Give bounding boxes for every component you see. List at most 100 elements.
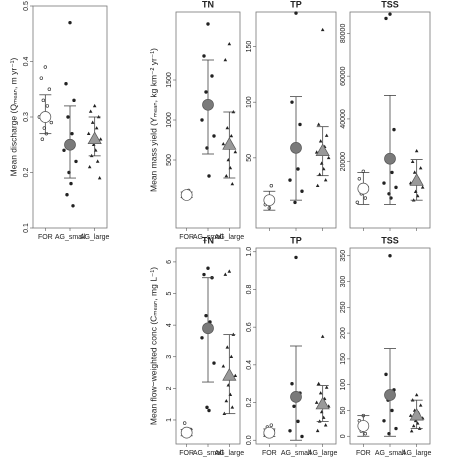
- data-point: [97, 176, 102, 180]
- y-tick-label: 150: [340, 353, 347, 365]
- mean-marker: [202, 322, 214, 335]
- data-point: [388, 12, 392, 16]
- mean-marker: [290, 141, 302, 154]
- mean-marker: [39, 111, 52, 123]
- mean-marker: [263, 194, 276, 207]
- data-point: [98, 137, 103, 141]
- mean-marker: [384, 389, 396, 401]
- data-point: [300, 434, 304, 439]
- x-tick-label: AG_small: [193, 234, 224, 241]
- y-tick-label: 100: [246, 96, 253, 108]
- y-tick-label: 0.2: [23, 168, 30, 178]
- data-point: [207, 174, 211, 178]
- data-point: [206, 266, 210, 270]
- data-point: [410, 159, 415, 164]
- data-point: [323, 178, 328, 182]
- data-point: [70, 131, 74, 136]
- data-point: [316, 122, 321, 126]
- panel-title: TSS: [381, 235, 399, 245]
- data-point: [49, 120, 54, 125]
- data-point: [323, 423, 328, 427]
- y-tick-label: 1: [166, 418, 173, 422]
- data-point: [414, 393, 419, 397]
- data-point: [88, 109, 93, 113]
- data-point: [41, 98, 46, 103]
- y-tick-label: 1500: [166, 72, 173, 88]
- data-point: [315, 183, 320, 187]
- x-tick-label: AG_large: [402, 450, 432, 457]
- mean-marker: [64, 138, 76, 151]
- y-tick-label: 80000: [340, 24, 347, 44]
- data-point: [233, 150, 238, 154]
- mean-marker: [290, 391, 302, 403]
- data-point: [290, 381, 294, 386]
- data-point: [206, 22, 210, 26]
- data-point: [317, 172, 322, 176]
- data-point: [288, 429, 292, 433]
- mean-marker: [409, 173, 424, 186]
- data-point: [207, 408, 211, 413]
- data-point: [200, 118, 204, 122]
- x-tick-label: AG_large: [80, 234, 110, 241]
- x-tick-label: AG_small: [281, 450, 312, 457]
- data-point: [94, 126, 99, 130]
- data-point: [315, 428, 320, 433]
- y-tick-label: 1000: [166, 112, 173, 128]
- data-point: [388, 254, 392, 258]
- y-axis-label: Mean flow−weighted conc (Cₘₑₐₙ, mg L⁻¹): [148, 267, 158, 425]
- data-point: [221, 364, 226, 368]
- mean-marker: [384, 152, 396, 165]
- data-point: [294, 255, 298, 260]
- data-point: [202, 272, 206, 277]
- data-point: [363, 431, 368, 436]
- data-point: [92, 103, 97, 108]
- data-point: [212, 361, 216, 365]
- data-point: [39, 76, 44, 80]
- y-tick-label: 300: [340, 276, 347, 288]
- data-point: [43, 65, 48, 69]
- data-point: [382, 181, 386, 185]
- data-point: [390, 170, 394, 175]
- data-point: [414, 149, 419, 153]
- y-tick-label: 5: [166, 291, 173, 295]
- data-point: [223, 58, 228, 62]
- x-tick-label: FOR: [38, 234, 53, 241]
- data-point: [66, 115, 70, 119]
- data-point: [384, 372, 388, 377]
- x-tick-label: FOR: [179, 450, 194, 457]
- mean-marker: [409, 407, 424, 421]
- y-tick-label: 1.0: [246, 247, 253, 257]
- data-point: [314, 400, 319, 404]
- data-point: [233, 373, 238, 378]
- mean-marker: [263, 426, 276, 439]
- data-point: [200, 336, 204, 340]
- data-point: [205, 405, 209, 410]
- y-tick-label: 0.6: [246, 322, 253, 332]
- data-point: [225, 126, 230, 130]
- data-point: [229, 134, 234, 138]
- data-point: [320, 334, 325, 338]
- data-point: [223, 272, 228, 276]
- y-tick-label: 500: [166, 154, 173, 166]
- data-point: [384, 16, 388, 21]
- data-point: [296, 167, 300, 171]
- data-point: [357, 177, 362, 181]
- data-point: [318, 139, 323, 143]
- data-point: [90, 120, 95, 124]
- mean-marker: [315, 396, 330, 410]
- mean-marker: [357, 182, 370, 195]
- y-tick-label: 0.0: [246, 435, 253, 445]
- data-point: [224, 174, 229, 178]
- data-point: [412, 170, 417, 174]
- data-point: [408, 413, 413, 417]
- x-tick-label: AG_small: [193, 450, 224, 457]
- data-point: [221, 142, 226, 146]
- y-tick-label: 20000: [340, 152, 347, 172]
- panel-title: TN: [202, 0, 214, 9]
- data-point: [227, 269, 232, 273]
- x-tick-label: AG_large: [215, 450, 245, 457]
- y-tick-label: 0.8: [246, 284, 253, 294]
- y-tick-label: 50: [246, 154, 253, 162]
- data-point: [74, 159, 78, 164]
